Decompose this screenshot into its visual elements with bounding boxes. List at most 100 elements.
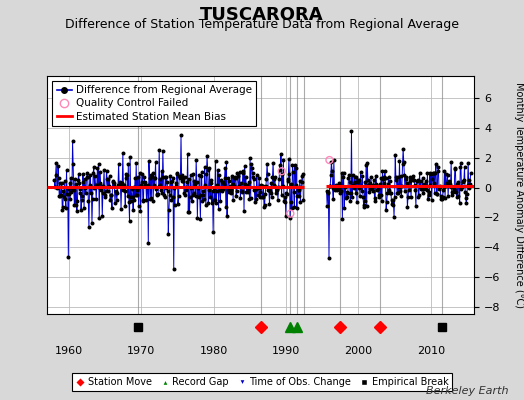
Point <box>424 188 433 195</box>
Point <box>431 170 440 176</box>
Point <box>431 190 439 196</box>
Point <box>325 254 333 261</box>
Point <box>364 182 373 188</box>
Point <box>334 180 343 186</box>
Point <box>138 170 146 177</box>
Point <box>176 174 184 180</box>
Point <box>235 183 243 189</box>
Point <box>355 185 363 192</box>
Point <box>405 187 413 194</box>
Point <box>136 208 145 214</box>
Point <box>145 157 153 164</box>
Point <box>408 175 417 181</box>
Point <box>254 184 263 191</box>
Point <box>458 184 466 190</box>
Point <box>281 213 290 219</box>
Point <box>79 171 87 177</box>
Point <box>198 169 206 175</box>
Point <box>336 190 344 196</box>
Point <box>96 169 104 175</box>
Point <box>159 174 168 180</box>
Point <box>325 157 334 163</box>
Point <box>51 184 59 190</box>
Point <box>288 205 296 211</box>
Point <box>244 186 253 192</box>
Point <box>141 182 149 188</box>
Point <box>425 191 433 198</box>
Point <box>291 182 300 188</box>
Point <box>214 206 223 213</box>
Point <box>261 190 269 197</box>
Point <box>293 193 301 200</box>
Point <box>241 180 249 187</box>
Point <box>195 172 203 178</box>
Point <box>55 193 63 200</box>
Text: 2010: 2010 <box>417 346 445 356</box>
Point <box>383 190 391 196</box>
Point <box>94 184 102 190</box>
Point <box>392 177 401 184</box>
Point <box>148 170 157 176</box>
Point <box>439 194 447 201</box>
Point <box>351 179 359 185</box>
Point <box>444 193 452 200</box>
Point <box>115 182 124 189</box>
Point <box>348 171 357 178</box>
Point <box>137 179 146 185</box>
Point <box>287 181 296 187</box>
Point <box>198 198 206 204</box>
Point <box>406 178 414 184</box>
Point <box>422 178 430 184</box>
Point <box>272 187 281 194</box>
Point <box>143 184 151 190</box>
Point <box>232 192 241 199</box>
Point <box>93 164 102 171</box>
Point <box>450 186 458 192</box>
Text: 1980: 1980 <box>200 346 228 356</box>
Point <box>457 186 466 192</box>
Point <box>91 172 99 179</box>
Point <box>219 186 227 192</box>
Point <box>213 188 221 194</box>
Point <box>158 189 167 196</box>
Point <box>290 204 299 210</box>
Point <box>129 184 138 190</box>
Point <box>298 179 306 186</box>
Point <box>212 200 221 206</box>
Point <box>352 190 360 196</box>
Point <box>151 159 160 165</box>
Point <box>332 182 341 188</box>
Point <box>429 169 437 176</box>
Point <box>56 193 64 199</box>
Point <box>345 178 354 185</box>
Point <box>237 189 246 196</box>
Point <box>201 164 209 170</box>
Point <box>394 173 402 180</box>
Point <box>149 198 157 204</box>
Point <box>412 178 421 184</box>
Point <box>86 172 94 178</box>
Point <box>324 189 333 195</box>
Point <box>286 210 294 217</box>
Point <box>131 174 139 181</box>
Point <box>387 190 395 196</box>
Point <box>448 189 456 196</box>
Point <box>203 166 212 173</box>
Point <box>182 184 190 190</box>
Point <box>139 196 147 203</box>
Point <box>118 150 127 156</box>
Point <box>376 192 385 198</box>
Point <box>335 186 344 192</box>
Point <box>225 188 234 195</box>
Point <box>168 175 177 182</box>
Point <box>441 195 449 201</box>
Point <box>425 169 434 176</box>
Point <box>265 201 274 207</box>
Point <box>278 168 286 174</box>
Point <box>177 132 185 138</box>
Point <box>466 170 475 176</box>
Point <box>410 182 419 188</box>
Point <box>84 198 93 205</box>
Point <box>338 216 346 222</box>
Point <box>400 172 409 178</box>
